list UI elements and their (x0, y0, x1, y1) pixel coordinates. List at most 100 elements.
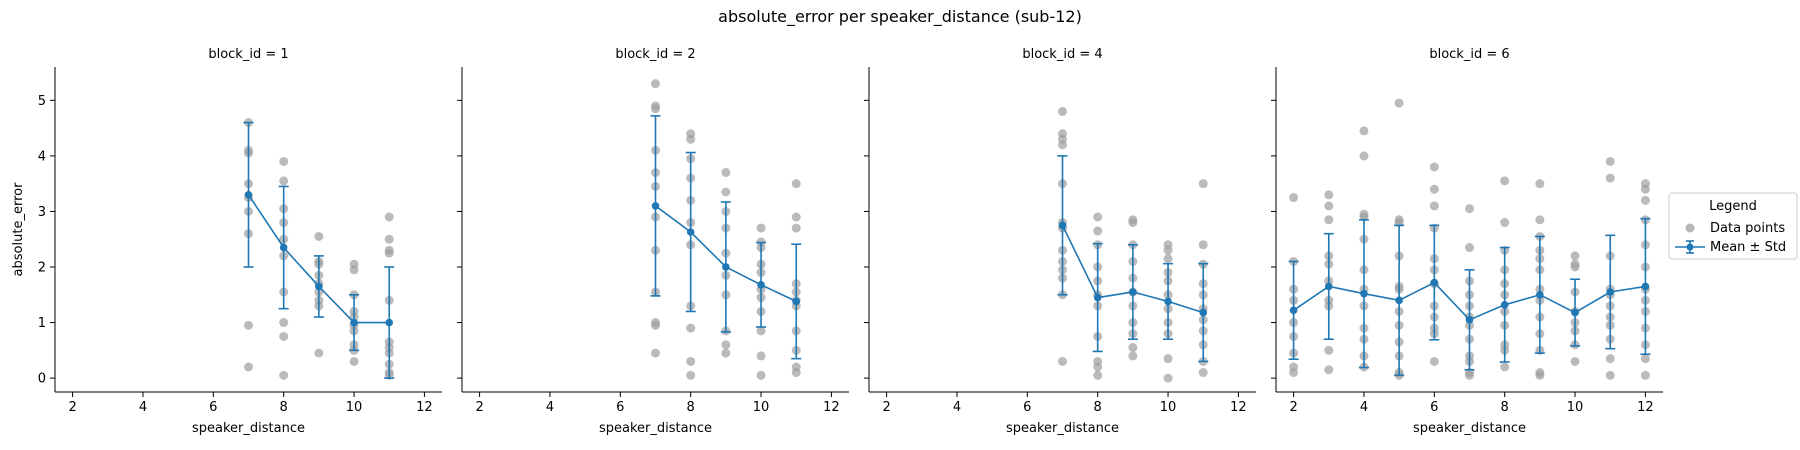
data-point (1093, 212, 1103, 222)
x-tick-label: 10 (753, 400, 770, 415)
x-tick-label: 2 (882, 400, 890, 415)
data-point (384, 248, 394, 258)
x-axis-label: speaker_distance (1413, 421, 1526, 436)
mean-marker (1465, 315, 1474, 324)
mean-marker (1129, 288, 1137, 296)
data-point (1500, 218, 1510, 228)
data-point (686, 356, 696, 366)
data-point (1324, 365, 1334, 375)
y-tick-label: 1 (38, 316, 46, 331)
y-axis-label: absolute_error (11, 182, 26, 277)
figure-title: absolute_error per speaker_distance (sub… (718, 7, 1082, 27)
mean-marker (1606, 288, 1615, 296)
data-point (1500, 362, 1510, 372)
x-tick-label: 12 (416, 400, 433, 415)
data-point (1605, 173, 1615, 183)
facet-panel: block_id = 4 2 4 6 8 10 12 speaker_distance (864, 47, 1256, 436)
data-point (1198, 368, 1208, 378)
mean-marker (1360, 289, 1368, 298)
mean-marker (792, 297, 801, 306)
data-point (1128, 351, 1138, 361)
data-point (791, 223, 801, 233)
x-tick-label: 8 (1501, 400, 1509, 415)
facet-panel: block_id = 6 2 4 6 8 10 12 speaker_distance (1271, 47, 1663, 436)
panel-title: block_id = 6 (1429, 47, 1509, 62)
data-point (1163, 254, 1173, 264)
y-tick-label: 4 (38, 149, 46, 164)
data-point (314, 231, 324, 241)
data-point (1640, 184, 1650, 194)
mean-marker (244, 190, 253, 199)
mean-marker (385, 318, 394, 327)
data-point (756, 351, 766, 361)
x-tick-label: 4 (139, 400, 147, 415)
data-point (1570, 262, 1580, 272)
x-tick-label: 4 (1360, 400, 1368, 415)
data-point (1429, 201, 1439, 211)
data-point (721, 348, 731, 358)
mean-marker (651, 202, 660, 210)
x-tick-label: 6 (616, 400, 624, 415)
data-point (721, 187, 731, 197)
data-point (686, 370, 696, 380)
x-tick-label: 2 (1289, 400, 1297, 415)
data-point (651, 320, 660, 330)
data-point (651, 348, 660, 358)
data-point (1163, 373, 1173, 383)
x-axis-label: speaker_distance (1006, 421, 1119, 436)
facet-panel: block_id = 12 4 6 8 10 12012345speaker_distan… (11, 47, 442, 436)
mean-marker (1395, 296, 1403, 305)
data-point (1640, 354, 1650, 364)
data-point (279, 156, 289, 166)
data-point (1535, 179, 1545, 189)
data-point (384, 212, 394, 222)
data-point (279, 176, 289, 186)
data-point (1359, 151, 1369, 161)
x-tick-label: 8 (280, 400, 288, 415)
data-point (1570, 251, 1580, 261)
data-point (756, 326, 766, 336)
mean-marker (1430, 278, 1439, 287)
x-tick-label: 6 (1023, 400, 1031, 415)
facet-panel: block_id = 2 2 4 6 8 10 12 speaker_distance (457, 47, 849, 436)
data-point (1429, 162, 1439, 172)
data-point (1465, 243, 1474, 253)
data-point (756, 370, 766, 380)
data-point (791, 368, 801, 378)
data-point (1535, 215, 1545, 225)
data-point (1429, 356, 1439, 366)
data-point (349, 356, 359, 366)
data-point (1359, 126, 1369, 136)
data-point (1198, 179, 1208, 189)
x-tick-label: 12 (1230, 400, 1247, 415)
data-point (1058, 356, 1067, 366)
data-point (1128, 218, 1138, 228)
x-tick-label: 10 (346, 400, 363, 415)
data-point (1605, 370, 1615, 380)
data-point (1324, 345, 1334, 355)
y-tick-label: 2 (38, 261, 46, 276)
legend-mean-marker (1675, 240, 1705, 254)
legend-title: Legend (1709, 199, 1757, 214)
data-point (1163, 245, 1173, 255)
x-tick-label: 8 (687, 400, 695, 415)
mean-marker (1641, 282, 1650, 291)
panel-title: block_id = 2 (615, 47, 695, 62)
data-point (1324, 201, 1334, 211)
mean-marker (1536, 290, 1544, 299)
data-point (279, 370, 289, 380)
data-point (314, 348, 324, 358)
data-point (1058, 106, 1067, 116)
data-point (756, 223, 766, 233)
legend-item-mean-std: Mean ± Std (1710, 240, 1786, 255)
data-point (279, 318, 289, 328)
data-point (244, 362, 253, 372)
data-point (1429, 184, 1439, 194)
panel-title: block_id = 4 (1022, 47, 1102, 62)
x-tick-label: 6 (1430, 400, 1438, 415)
x-tick-label: 10 (1160, 400, 1177, 415)
legend-item-data-points: Data points (1710, 221, 1785, 236)
x-tick-label: 2 (68, 400, 76, 415)
x-axis-label: speaker_distance (599, 421, 712, 436)
